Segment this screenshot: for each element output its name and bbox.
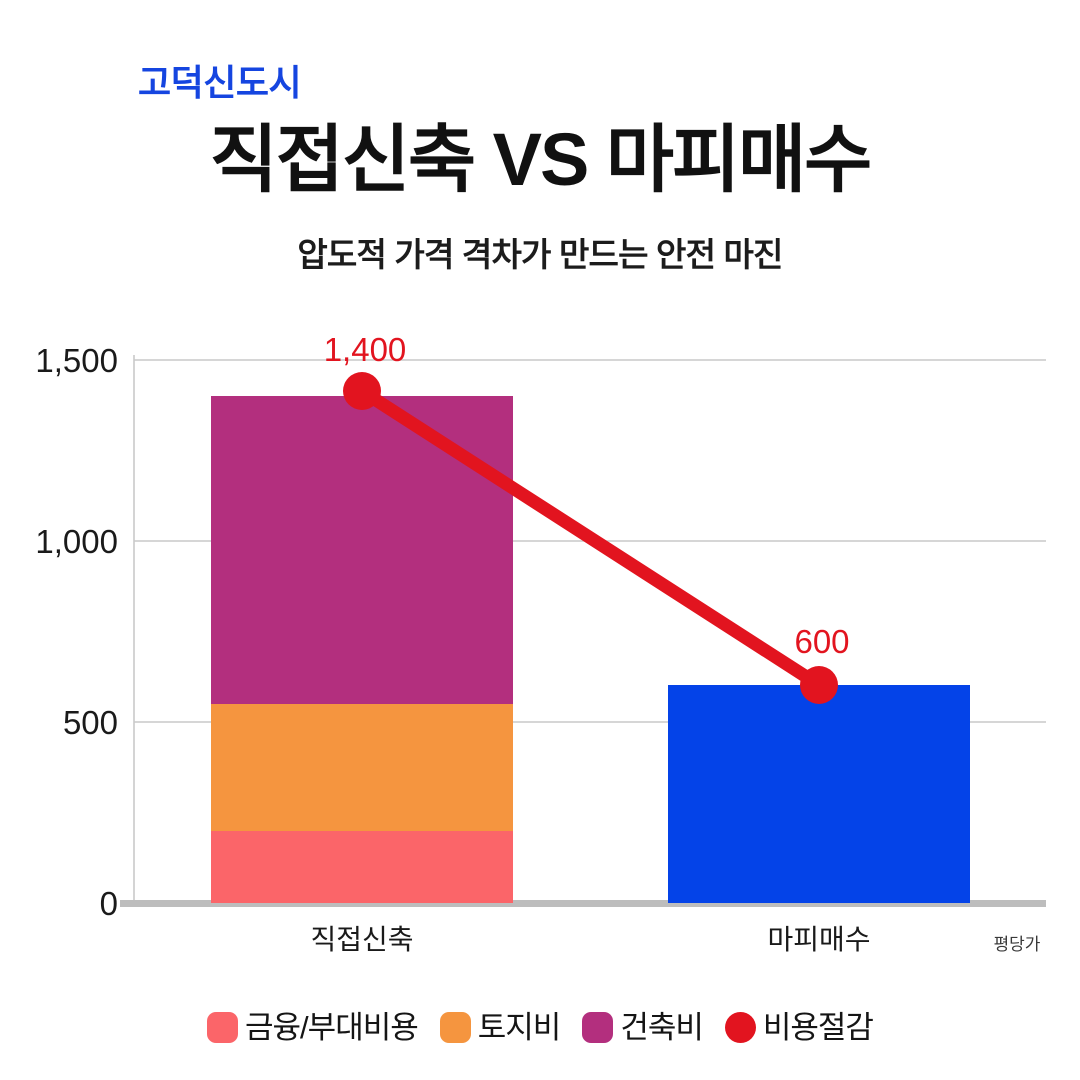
legend-label-land: 토지비 [477,1010,562,1045]
y-tick-1000: 1,000 [35,523,118,560]
y-tick-1500: 1,500 [35,342,118,379]
legend-item-saving[interactable]: 비용절감 [724,1010,874,1045]
legend-label-finance: 금융/부대비용 [245,1010,419,1045]
chart-legend: 금융/부대비용 토지비 건축비 비용절감 [0,1012,1080,1043]
legend-label-build: 건축비 [620,1010,704,1045]
saving-line-segment[interactable] [355,384,826,692]
bar-segment-land-cost[interactable] [211,704,513,831]
page-title: 직접신축 VS 마피매수 [209,118,872,201]
y-tick-500: 500 [63,704,118,741]
legend-swatch-icon-build [582,1012,614,1043]
saving-point-marker-600[interactable] [800,666,838,704]
x-tick-jikjeop-sinchuk: 직접신축 [310,924,413,955]
bar-segment-finance-cost[interactable] [211,831,513,903]
legend-item-finance[interactable]: 금융/부대비용 [207,1010,419,1045]
bar-group-jikjeop-sinchuk[interactable] [211,396,513,903]
point-label-1400: 1,400 [324,331,407,368]
page-subtitle: 압도적 가격 격차가 만드는 안전 마진 [297,236,783,273]
legend-item-build[interactable]: 건축비 [582,1010,704,1045]
y-tick-labels: 1,500 1,000 500 0 [35,342,118,922]
legend-label-saving: 비용절감 [762,1010,874,1045]
legend-swatch-icon-land [439,1012,471,1043]
bar-group-mapi-maesu[interactable] [668,685,970,903]
bar-segment-build-cost[interactable] [211,396,513,704]
x-tick-mapi-maesu: 마피매수 [767,924,870,955]
legend-item-land[interactable]: 토지비 [439,1010,562,1045]
saving-point-marker-1400[interactable] [343,372,381,410]
legend-swatch-circle-icon-saving [724,1012,756,1043]
y-tick-0: 0 [100,885,118,922]
bar-mapi-maesu[interactable] [668,685,970,903]
cost-saving-line[interactable] [343,372,838,704]
point-label-600: 600 [794,623,849,660]
kicker-label: 고덕신도시 [138,62,302,103]
x-axis-caption: 평당가 [994,935,1041,954]
legend-swatch-icon-finance [207,1012,239,1043]
